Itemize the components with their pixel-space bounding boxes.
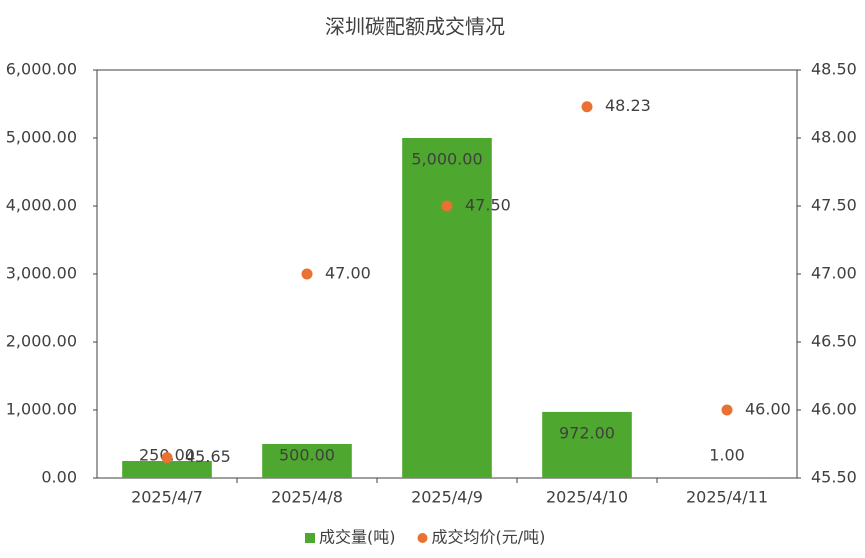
y-tick-label: 2,000.00 bbox=[6, 332, 77, 351]
point-value-label: 45.65 bbox=[185, 447, 231, 466]
y2-tick-label: 46.00 bbox=[811, 400, 857, 419]
bar-value-label: 972.00 bbox=[559, 423, 615, 442]
y-tick-label: 3,000.00 bbox=[6, 264, 77, 283]
point-value-label: 47.50 bbox=[465, 196, 511, 215]
legend-label: 成交量(吨) bbox=[319, 528, 396, 547]
y-tick-label: 4,000.00 bbox=[6, 196, 77, 215]
y2-tick-label: 47.00 bbox=[811, 264, 857, 283]
y-tick-label: 1,000.00 bbox=[6, 400, 77, 419]
bar bbox=[262, 444, 352, 478]
legend-swatch bbox=[417, 533, 428, 543]
bar bbox=[122, 461, 212, 478]
point-value-label: 48.23 bbox=[605, 96, 651, 115]
legend-swatch bbox=[305, 533, 315, 543]
bar bbox=[542, 411, 632, 478]
y-tick-label: 6,000.00 bbox=[6, 60, 77, 79]
scatter-point bbox=[441, 200, 453, 212]
x-tick-label: 2025/4/9 bbox=[411, 488, 483, 507]
bar-value-label: 500.00 bbox=[279, 446, 335, 465]
scatter-point bbox=[581, 101, 593, 113]
x-tick-label: 2025/4/11 bbox=[686, 488, 768, 507]
chart-title: 深圳碳配额成交情况 bbox=[325, 15, 505, 39]
y2-tick-label: 48.00 bbox=[811, 128, 857, 147]
x-tick-label: 2025/4/7 bbox=[131, 488, 203, 507]
point-value-label: 46.00 bbox=[745, 400, 791, 419]
scatter-point bbox=[301, 268, 313, 280]
scatter-point bbox=[161, 452, 173, 464]
y2-tick-label: 45.50 bbox=[811, 468, 857, 487]
legend-label: 成交均价(元/吨) bbox=[432, 528, 546, 547]
x-tick-label: 2025/4/8 bbox=[271, 488, 343, 507]
scatter-point bbox=[721, 404, 733, 416]
bar-value-label: 5,000.00 bbox=[411, 150, 482, 169]
bar-value-label: 1.00 bbox=[709, 446, 745, 465]
y-tick-label: 0.00 bbox=[41, 468, 77, 487]
y2-tick-label: 46.50 bbox=[811, 332, 857, 351]
bar bbox=[402, 138, 492, 478]
point-value-label: 47.00 bbox=[325, 264, 371, 283]
y2-tick-label: 48.50 bbox=[811, 60, 857, 79]
x-tick-label: 2025/4/10 bbox=[546, 488, 628, 507]
y2-tick-label: 47.50 bbox=[811, 196, 857, 215]
y-tick-label: 5,000.00 bbox=[6, 128, 77, 147]
